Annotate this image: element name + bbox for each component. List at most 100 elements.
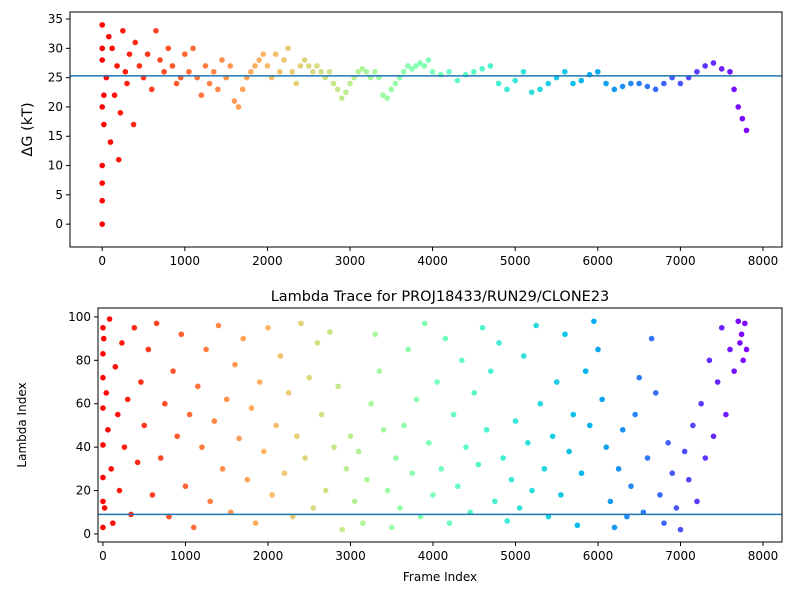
point [483,426,490,433]
point [170,368,176,374]
point [100,498,106,505]
point [487,63,494,69]
point [393,455,399,461]
x-tick-label: 8000 [748,254,779,268]
point [281,470,288,476]
point [261,448,267,455]
x-tick-label: 4000 [417,254,448,268]
point [99,22,106,28]
point [429,68,436,75]
point [318,68,324,75]
point [409,66,415,72]
x-tick-label: 5000 [500,254,531,268]
point [240,335,247,342]
point [516,505,523,511]
point [355,448,362,455]
point [327,329,333,335]
point [652,390,659,396]
point [619,83,626,90]
point [235,104,242,110]
point [99,197,106,204]
point [99,104,106,110]
point [364,476,370,483]
point [723,411,729,418]
point [239,86,246,93]
point [105,426,111,433]
point [122,68,129,75]
y-tick-label: 80 [76,353,91,367]
y-tick-label: 60 [76,397,91,411]
point [372,331,379,338]
point [114,63,120,69]
x-tick-label: 2000 [252,254,283,268]
point [702,63,708,69]
point [742,320,748,327]
point [130,121,137,128]
point [520,353,527,359]
point [397,505,403,511]
point [199,444,205,450]
point [310,68,316,75]
point [450,411,457,418]
point [161,68,167,75]
point [228,509,234,516]
point [619,426,626,433]
y-tick-label: 40 [76,440,91,454]
point [644,455,651,461]
point [698,400,704,407]
point [100,335,107,342]
point [430,492,436,498]
point [363,68,370,75]
point [512,418,519,424]
point [231,98,238,104]
point [326,68,333,75]
y-tick-label: 5 [55,188,63,202]
point [401,422,407,429]
point [149,492,156,498]
point [545,513,552,520]
point [463,444,469,450]
point [100,474,106,481]
point [277,68,283,75]
point [107,139,114,145]
point [206,80,213,87]
point [380,92,386,99]
point [504,518,511,524]
point [207,498,214,505]
point [528,89,535,96]
point [248,405,255,411]
point [421,63,428,69]
point [740,357,747,364]
point [117,109,124,116]
point [392,80,399,87]
point [495,80,502,87]
point [178,331,185,338]
point [640,509,647,516]
point [215,322,222,329]
point [462,71,469,78]
point [124,396,131,403]
point [227,63,234,69]
point [368,400,374,407]
point [384,487,391,494]
y-tick-label: 0 [55,217,63,231]
point [314,63,320,69]
point [331,444,337,450]
point [195,383,201,390]
point [504,86,510,93]
y-tick-label: 25 [48,71,63,85]
point [100,324,106,331]
point [351,498,358,505]
point [558,492,564,498]
point [136,63,143,69]
point [318,411,325,418]
point [285,390,292,396]
point [714,379,721,385]
point [111,92,118,99]
point [100,351,106,357]
point [586,71,593,78]
point [677,80,684,87]
point [446,68,452,75]
x-tick-label: 1000 [170,549,201,563]
